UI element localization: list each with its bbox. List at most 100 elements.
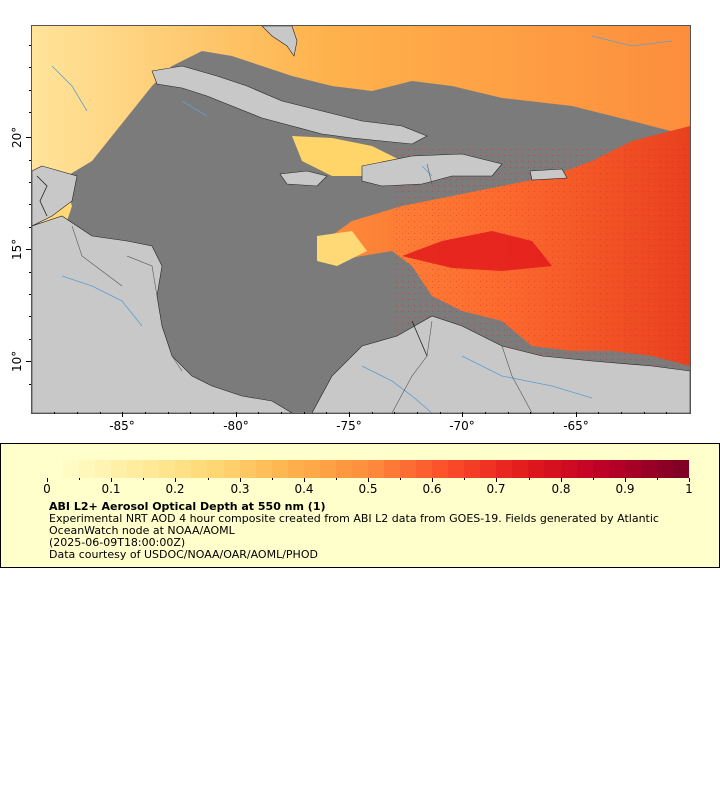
lon-minor-tick [77, 412, 78, 414]
colorbar-ticks [47, 478, 690, 484]
colorbar-label: 1 [685, 482, 693, 496]
colorbar-tick [496, 478, 497, 482]
legend-timestamp: (2025-06-09T18:00:00Z) [49, 536, 186, 549]
lon-minor-tick [213, 412, 214, 414]
colorbar-step [223, 460, 240, 478]
colorbar-step [319, 460, 336, 478]
colorbar-step [400, 460, 417, 478]
colorbar-step [111, 460, 128, 478]
colorbar-step [448, 460, 465, 478]
lon-label: -80° [223, 419, 249, 433]
lon-minor-tick [304, 412, 305, 414]
colorbar-step [512, 460, 529, 478]
lat-minor-tick [29, 45, 31, 46]
colorbar-step [480, 460, 497, 478]
lat-minor-tick [29, 182, 31, 183]
colorbar-step [351, 460, 368, 478]
land-jamaica [279, 170, 328, 187]
lon-minor-tick [54, 412, 55, 414]
lat-minor-tick [29, 204, 31, 205]
lon-minor-tick [485, 412, 486, 414]
lon-minor-tick [372, 412, 373, 414]
lat-minor-tick [29, 227, 31, 228]
legend-description: Experimental NRT AOD 4 hour composite cr… [49, 512, 659, 537]
colorbar-step [624, 460, 641, 478]
lat-minor-tick [29, 339, 31, 340]
colorbar-tick [272, 478, 273, 480]
lon-minor-tick [644, 412, 645, 414]
colorbar-tick [304, 478, 305, 482]
rivers [51, 35, 673, 413]
colorbar-step [383, 460, 401, 478]
land-central-america [32, 215, 293, 413]
colorbar-step [592, 460, 609, 478]
lat-label: 10° [10, 350, 24, 372]
lon-minor-tick [100, 412, 101, 414]
colorbar-label: 0.6 [422, 482, 442, 496]
colorbar-step [47, 460, 64, 478]
colorbar-step [560, 460, 577, 478]
colorbar-step [63, 460, 80, 478]
colorbar-tick [529, 478, 530, 480]
lon-minor-tick [168, 412, 169, 414]
aod-field-north [32, 26, 690, 186]
lat-minor-tick [29, 272, 31, 273]
lon-minor-tick [258, 412, 259, 414]
land-hispaniola [361, 153, 503, 187]
legend-text: ABI L2+ Aerosol Optical Depth at 550 nm … [49, 501, 699, 561]
lon-label: -65° [563, 419, 589, 433]
colorbar-tick [432, 478, 433, 482]
map-canvas [32, 26, 690, 413]
lat-minor-tick [29, 67, 31, 68]
lat-label: 15° [10, 238, 24, 260]
lon-minor-tick [394, 412, 395, 414]
colorbar-step [127, 460, 144, 478]
lon-tick [576, 412, 577, 417]
colorbar-step [367, 460, 384, 478]
colorbar-step [239, 460, 256, 478]
colorbar-tick [111, 478, 112, 482]
lon-minor-tick [440, 412, 441, 414]
colorbar-tick [208, 478, 209, 480]
colorbar-tick [368, 478, 369, 482]
colorbar-step [640, 460, 657, 478]
colorbar-step [271, 460, 288, 478]
colorbar-tick [175, 478, 176, 482]
colorbar-step [576, 460, 593, 478]
colorbar-step [175, 460, 192, 478]
colorbar-step [255, 460, 272, 478]
lon-minor-tick [530, 412, 531, 414]
lon-minor-tick [190, 412, 191, 414]
colorbar-step [608, 460, 625, 478]
colorbar-label: 0.4 [294, 482, 314, 496]
legend-credit: Data courtesy of USDOC/NOAA/OAR/AOML/PHO… [49, 548, 318, 561]
colorbar-tick [240, 478, 241, 482]
lon-minor-tick [553, 412, 554, 414]
lat-tick [26, 361, 31, 362]
colorbar-step [528, 460, 545, 478]
colorbar-step [143, 460, 160, 478]
colorbar-step [207, 460, 224, 478]
colorbar-tick [625, 478, 626, 482]
colorbar-label: 0.9 [615, 482, 635, 496]
colorbar-label: 0.2 [165, 482, 185, 496]
colorbar-step [191, 460, 208, 478]
colorbar-step [656, 460, 673, 478]
lon-minor-tick [621, 412, 622, 414]
colorbar-tick [689, 478, 690, 482]
legend-panel: 0 0.1 0.2 0.3 0.4 0.5 0.6 0.7 0.8 0.9 1 … [0, 443, 720, 568]
lon-minor-tick [281, 412, 282, 414]
lat-minor-tick [29, 160, 31, 161]
colorbar-step [303, 460, 320, 478]
colorbar-step [432, 460, 449, 478]
colorbar-step [544, 460, 561, 478]
colorbar-label: 0.7 [486, 482, 506, 496]
colorbar-label: 0.3 [230, 482, 250, 496]
aod-plume-core [402, 231, 552, 271]
land-cuba [151, 65, 428, 145]
colorbar-label: 0 [43, 482, 51, 496]
colorbar-tick [336, 478, 337, 480]
lat-minor-tick [29, 294, 31, 295]
colorbar-tick [143, 478, 144, 480]
lat-minor-tick [29, 112, 31, 113]
